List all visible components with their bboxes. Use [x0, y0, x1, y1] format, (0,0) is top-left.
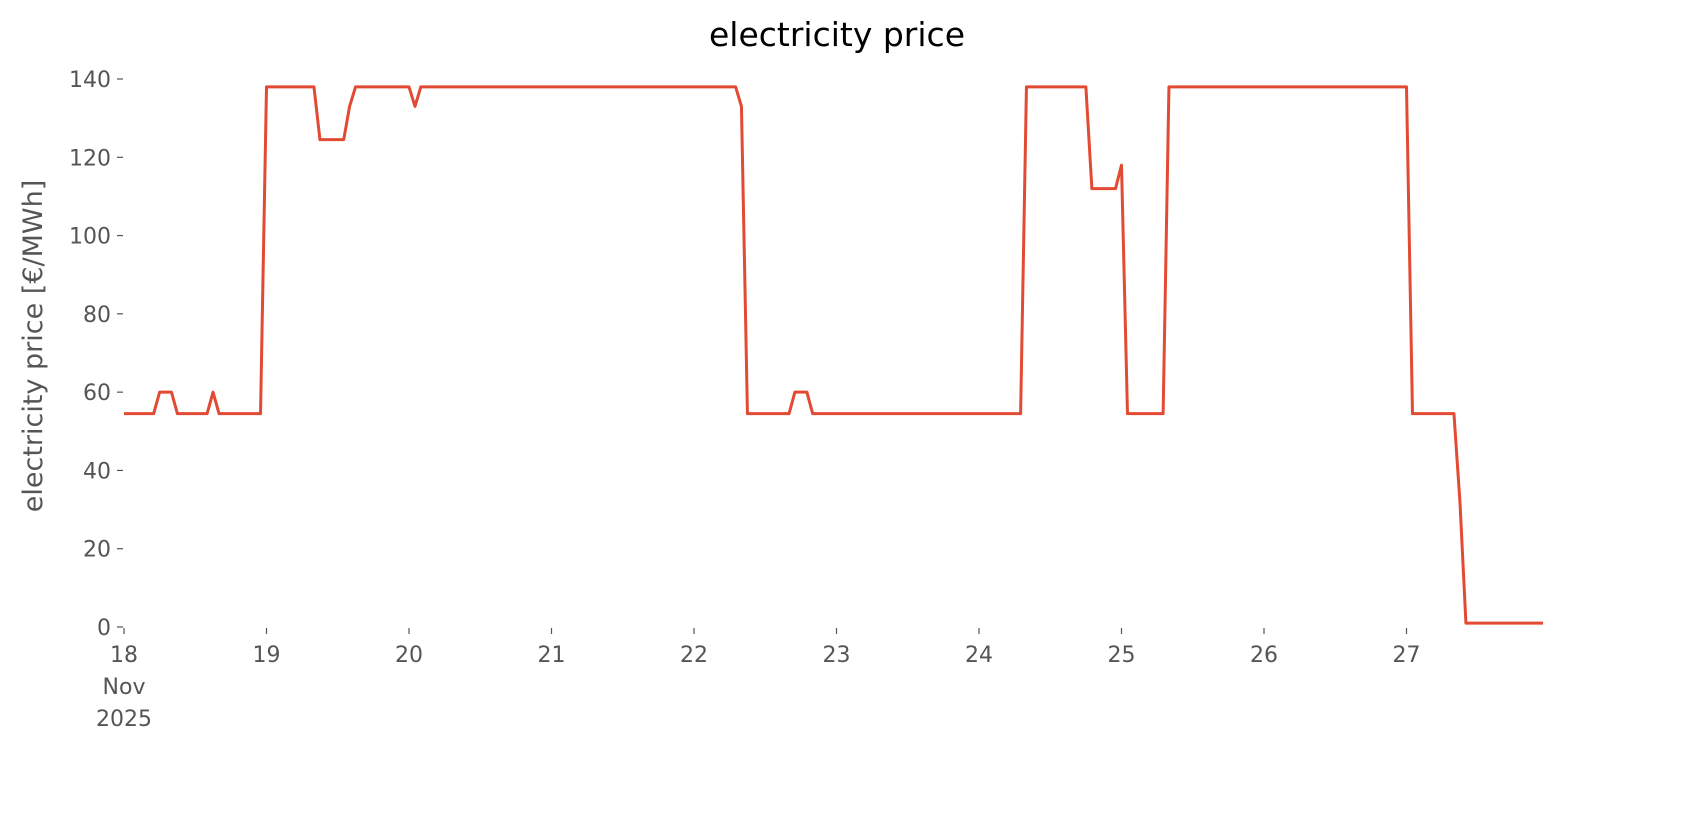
x-tick-label-line: 18 — [110, 643, 138, 668]
chart-title: electricity price — [709, 15, 965, 54]
y-tick-label: 0 — [97, 616, 111, 641]
y-tick-label: 140 — [69, 68, 111, 93]
y-tick-label: 60 — [83, 381, 111, 406]
x-tick-label: 19 — [253, 643, 281, 668]
x-tick-label: 27 — [1393, 643, 1421, 668]
x-tick-label: 25 — [1108, 643, 1136, 668]
x-tick-label-line: Nov — [103, 675, 146, 700]
x-tick-label: 22 — [680, 643, 708, 668]
y-tick-label: 100 — [69, 225, 111, 250]
y-axis-label: electricity price [€/MWh] — [18, 180, 49, 512]
price-line — [124, 85, 1544, 625]
y-tick-label: 120 — [69, 146, 111, 171]
y-tick-label: 80 — [83, 303, 111, 328]
y-tick-label: 20 — [83, 538, 111, 563]
x-tick-label: 26 — [1250, 643, 1278, 668]
x-tick-label: 24 — [965, 643, 993, 668]
x-tick-label: 18 Nov 2025 — [96, 643, 152, 732]
x-tick-label: 20 — [395, 643, 423, 668]
x-tick-label-line: 2025 — [96, 707, 152, 732]
x-tick-label: 21 — [538, 643, 566, 668]
x-tick-label: 23 — [823, 643, 851, 668]
y-tick-label: 40 — [83, 459, 111, 484]
